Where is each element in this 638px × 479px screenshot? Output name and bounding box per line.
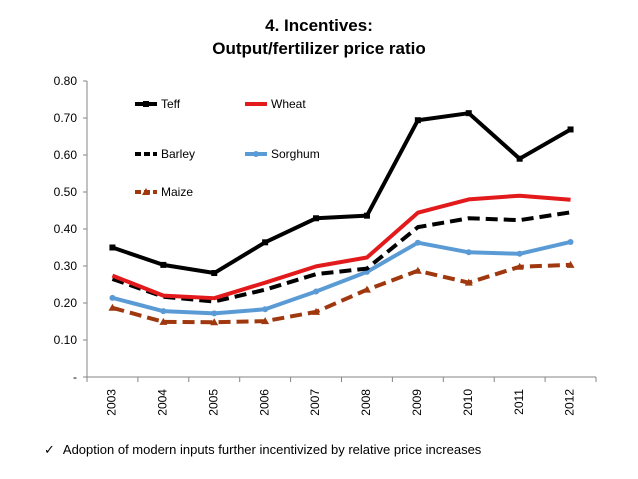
point-sorghum xyxy=(313,288,320,295)
check-icon: ✓ xyxy=(44,442,55,457)
legend-label-sorghum: Sorghum xyxy=(271,147,320,161)
legend-label-maize: Maize xyxy=(161,185,193,199)
y-tick-label: 0.50 xyxy=(54,185,78,199)
y-tick-label: 0.60 xyxy=(54,148,78,162)
x-tick-label: 2007 xyxy=(308,389,322,416)
point-teff xyxy=(211,270,218,277)
point-teff xyxy=(262,239,269,246)
point-maize xyxy=(515,262,524,270)
point-teff xyxy=(363,212,370,219)
point-maize xyxy=(413,266,422,274)
chart-title-line1: 4. Incentives: xyxy=(265,16,373,35)
point-maize xyxy=(261,317,270,325)
footnote-text: Adoption of modern inputs further incent… xyxy=(62,442,482,457)
point-sorghum xyxy=(516,250,523,257)
series-line-barley xyxy=(111,210,571,304)
x-tick-label: 2011 xyxy=(512,389,526,415)
x-tick-label: 2004 xyxy=(156,389,170,416)
chart-title-line2: Output/fertilizer price ratio xyxy=(212,39,426,58)
y-tick-label: 0.20 xyxy=(54,296,78,310)
x-tick-label: 2009 xyxy=(410,389,424,416)
legend-marker-teff xyxy=(143,101,149,107)
point-sorghum xyxy=(567,238,574,245)
point-maize xyxy=(159,317,168,325)
legend-marker-sorghum xyxy=(253,151,259,157)
series-line-wheat xyxy=(111,193,571,301)
legend-marker-maize xyxy=(142,188,150,195)
y-tick-label: 0.70 xyxy=(54,111,78,125)
point-teff xyxy=(414,117,421,124)
y-tick-label: - xyxy=(73,370,77,384)
y-tick-label: 0.80 xyxy=(54,74,78,88)
footnote: ✓ Adoption of modern inputs further incen… xyxy=(44,442,481,458)
point-teff xyxy=(160,261,167,268)
point-sorghum xyxy=(262,306,269,313)
point-sorghum xyxy=(109,294,116,301)
legend-label-barley: Barley xyxy=(161,147,195,161)
legend-label-wheat: Wheat xyxy=(271,97,306,111)
y-tick-label: 0.40 xyxy=(54,222,78,236)
y-tick-label: 0.10 xyxy=(54,333,78,347)
point-teff xyxy=(465,110,472,117)
point-sorghum xyxy=(414,239,421,246)
x-tick-label: 2012 xyxy=(563,389,577,416)
point-sorghum xyxy=(211,310,218,317)
series-line-teff xyxy=(111,111,572,276)
point-maize xyxy=(210,318,219,326)
point-teff xyxy=(567,126,574,133)
x-tick-label: 2010 xyxy=(461,389,475,416)
x-tick-label: 2006 xyxy=(257,389,271,416)
point-teff xyxy=(109,244,116,251)
point-sorghum xyxy=(465,249,472,256)
series-line-maize xyxy=(111,262,571,325)
point-maize xyxy=(464,278,473,286)
point-teff xyxy=(313,215,320,222)
x-tick-label: 2005 xyxy=(206,389,220,416)
point-maize xyxy=(362,285,371,293)
x-tick-label: 2008 xyxy=(359,389,373,416)
point-maize xyxy=(312,307,321,315)
y-tick-label: 0.30 xyxy=(54,259,78,273)
point-maize xyxy=(566,260,575,268)
point-sorghum xyxy=(160,308,167,315)
point-maize xyxy=(108,303,117,311)
x-tick-label: 2003 xyxy=(105,389,119,416)
point-teff xyxy=(516,155,523,162)
legend-label-teff: Teff xyxy=(161,97,181,111)
series-line-sorghum xyxy=(111,240,572,316)
